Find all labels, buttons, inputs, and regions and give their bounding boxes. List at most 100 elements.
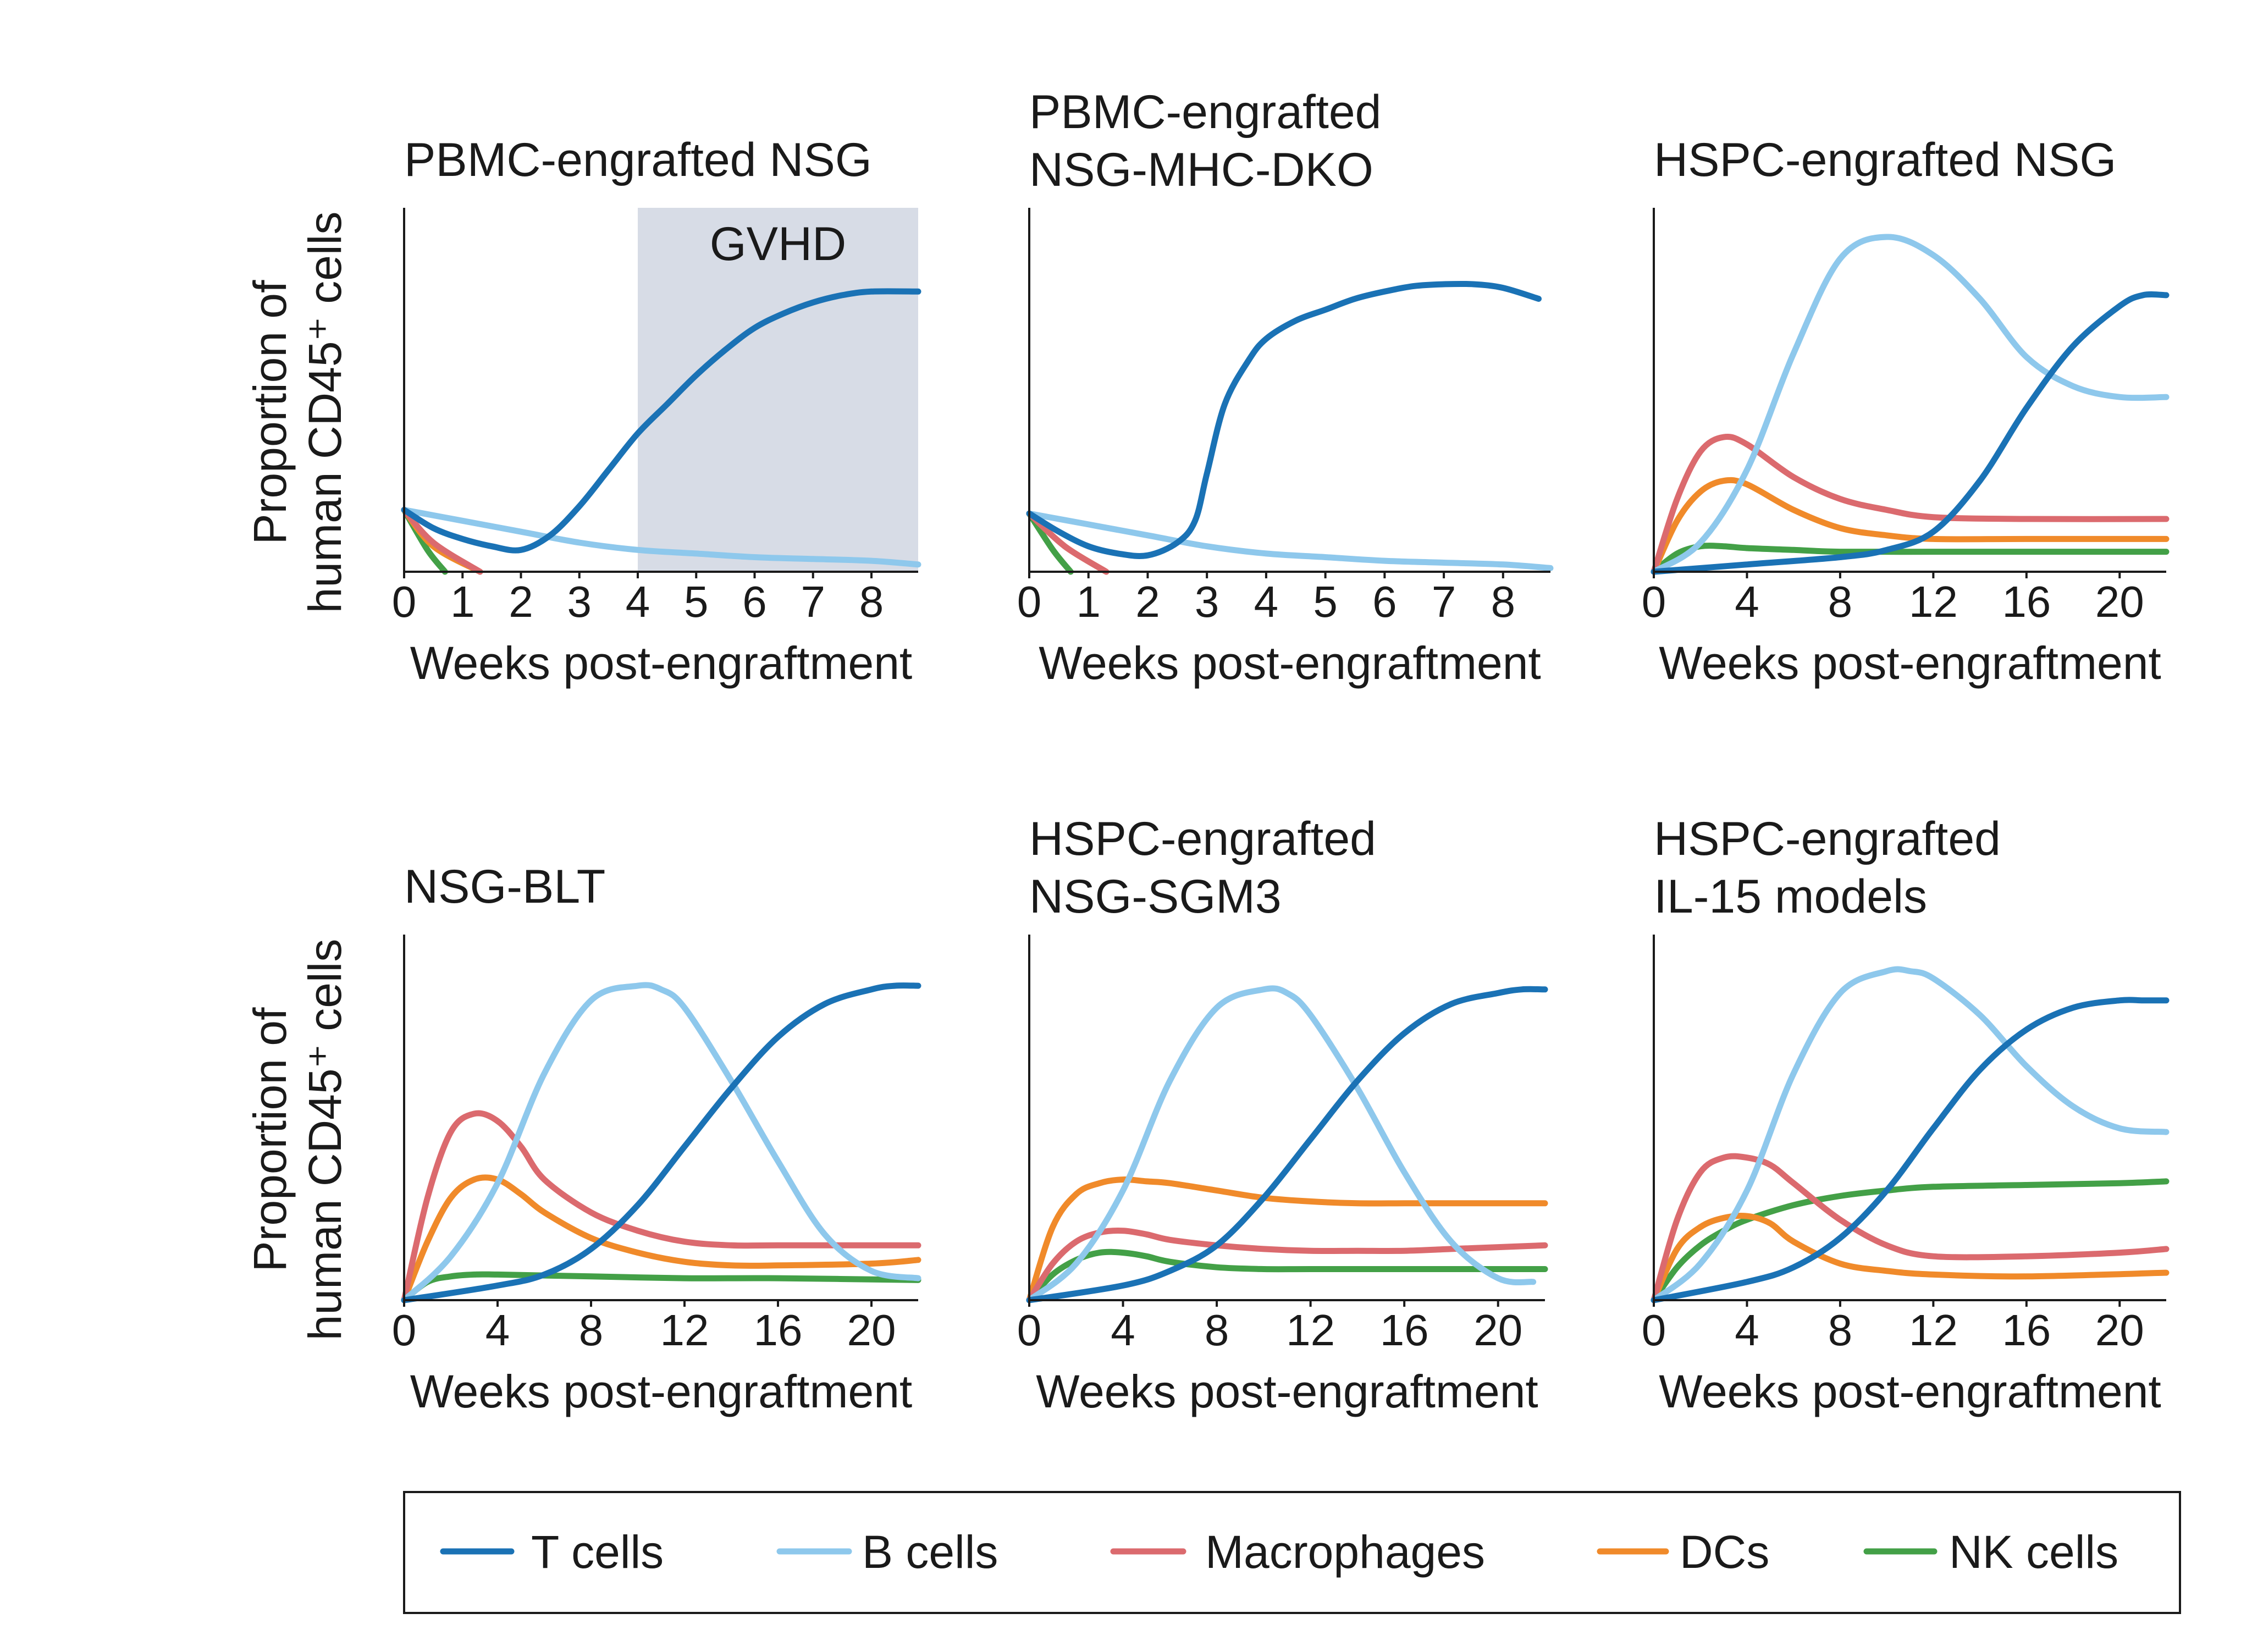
x-tick-label: 8 (1828, 1306, 1853, 1355)
series-line-b-cells (1651, 234, 2170, 575)
panel-title-line-1: HSPC-engrafted (1029, 813, 1376, 865)
series-line-macrophages (1651, 434, 2170, 575)
series-line-t-cells (1651, 291, 2170, 575)
series-line-dcs (1651, 1212, 2170, 1303)
x-tick-label: 7 (801, 577, 826, 626)
series-line-b-cells (401, 507, 921, 568)
legend-label: Macrophages (1205, 1526, 1485, 1578)
x-tick-label: 12 (1909, 577, 1958, 626)
x-tick-label: 16 (754, 1306, 803, 1355)
x-tick-label: 8 (859, 577, 884, 626)
panel-title-line-2: NSG-MHC-DKO (1029, 143, 1373, 196)
legend-item-t-cells: T cells (440, 1526, 664, 1578)
series-line-macrophages (401, 507, 483, 575)
legend-box (403, 1491, 2181, 1614)
panel-title-line-1: HSPC-engrafted NSG (1654, 134, 2116, 186)
y-axis-label-line-1: Proportion of (244, 1007, 296, 1272)
legend-label: DCs (1680, 1526, 1769, 1578)
chart-panel-4: NSG-BLT 0 4 8 12 16 20 Weeks post-engraftment (392, 860, 921, 1417)
series-line-b-cells (1651, 966, 2170, 1303)
x-tick-label: 6 (742, 577, 767, 626)
series-line-t-cells (1026, 280, 1542, 559)
legend: T cells B cells Macrophages DCs NK cells (403, 1491, 2181, 1614)
series-line-dcs (1026, 1176, 1548, 1303)
series-line-b-cells (1026, 985, 1537, 1303)
x-tick-label: 8 (1491, 577, 1516, 626)
legend-label: T cells (531, 1526, 664, 1578)
x-tick-label: 16 (2002, 577, 2051, 626)
series-line-b-cells (1026, 510, 1554, 571)
series-line-nk-cells (1651, 1178, 2170, 1303)
x-tick-label: 12 (1909, 1306, 1958, 1355)
series-line-t-cells (401, 982, 921, 1303)
series-line-dcs (401, 1174, 921, 1303)
x-axis-label: Weeks post-engraftment (410, 637, 913, 689)
x-tick-label: 0 (1642, 577, 1666, 626)
x-tick-label: 4 (1111, 1306, 1135, 1355)
series-line-t-cells (401, 288, 921, 554)
chart-panel-3: HSPC-engrafted NSG 0 4 8 12 16 20 Weeks post-en… (1642, 134, 2170, 689)
panel-title-line-2: IL-15 models (1654, 870, 1927, 923)
y-axis-label-line-1: Proportion of (244, 280, 296, 545)
x-tick-label: 20 (2095, 1306, 2144, 1355)
series-line-t-cells (1026, 986, 1548, 1303)
y-axis-label-line-2: human CD45⁺ cells (299, 212, 351, 614)
series-line-macrophages (1651, 1153, 2170, 1303)
x-tick-label: 0 (392, 577, 417, 626)
gvhd-label: GVHD (710, 218, 846, 270)
x-tick-label: 20 (847, 1306, 896, 1355)
series-line-macrophages (1026, 1227, 1548, 1303)
y-axis-label-row-2: Proportion of human CD45⁺ cells (244, 939, 351, 1341)
x-tick-label: 4 (485, 1306, 510, 1355)
x-tick-label: 16 (2002, 1306, 2051, 1355)
legend-item-macrophages: Macrophages (1110, 1526, 1485, 1578)
legend-item-b-cells: B cells (776, 1526, 998, 1578)
series-line-nk-cells (401, 1271, 921, 1303)
legend-label: NK cells (1949, 1526, 2118, 1578)
panel-title-line-1: PBMC-engrafted (1029, 86, 1382, 139)
x-tick-label: 5 (684, 577, 709, 626)
series-line-b-cells (401, 982, 921, 1303)
x-tick-label: 4 (626, 577, 650, 626)
x-tick-label: 4 (1735, 577, 1759, 626)
legend-item-nk-cells: NK cells (1863, 1526, 2118, 1578)
x-tick-label: 6 (1372, 577, 1397, 626)
panel-title-line-1: PBMC-engrafted NSG (404, 134, 872, 186)
panel-title-line-1: NSG-BLT (404, 860, 605, 913)
x-axis-label: Weeks post-engraftment (1659, 1366, 2161, 1417)
chart-panel-1: GVHD PBMC-engrafted NSG 0 1 2 3 4 5 6 7 8 Weeks pos… (392, 134, 921, 689)
x-tick-label: 8 (1205, 1306, 1229, 1355)
x-tick-label: 12 (1286, 1306, 1335, 1355)
panel-title-line-2: NSG-SGM3 (1029, 870, 1282, 923)
x-tick-label: 5 (1313, 577, 1338, 626)
x-tick-label: 1 (450, 577, 475, 626)
x-tick-label: 0 (1017, 577, 1042, 626)
x-tick-label: 20 (1473, 1306, 1522, 1355)
x-tick-label: 4 (1735, 1306, 1759, 1355)
x-axis-label: Weeks post-engraftment (410, 1366, 913, 1417)
x-axis-label: Weeks post-engraftment (1039, 637, 1541, 689)
x-tick-label: 1 (1076, 577, 1101, 626)
series-line-macrophages (401, 1110, 921, 1303)
series-line-t-cells (1651, 997, 2170, 1303)
series-line-dcs (1651, 477, 2170, 575)
x-tick-label: 2 (509, 577, 533, 626)
x-tick-label: 16 (1380, 1306, 1429, 1355)
x-tick-label: 12 (660, 1306, 709, 1355)
x-tick-label: 0 (1017, 1306, 1042, 1355)
x-tick-label: 3 (567, 577, 592, 626)
x-tick-label: 2 (1135, 577, 1160, 626)
x-tick-label: 3 (1195, 577, 1219, 626)
y-axis-label-line-2: human CD45⁺ cells (299, 939, 351, 1341)
x-axis-label: Weeks post-engraftment (1659, 637, 2161, 689)
x-axis-label: Weeks post-engraftment (1036, 1366, 1538, 1417)
x-tick-label: 0 (392, 1306, 417, 1355)
x-tick-label: 4 (1254, 577, 1279, 626)
legend-items: T cells B cells Macrophages DCs NK cells (440, 1526, 2118, 1578)
x-tick-label: 0 (1642, 1306, 1666, 1355)
panel-title-line-1: HSPC-engrafted (1654, 813, 2001, 865)
